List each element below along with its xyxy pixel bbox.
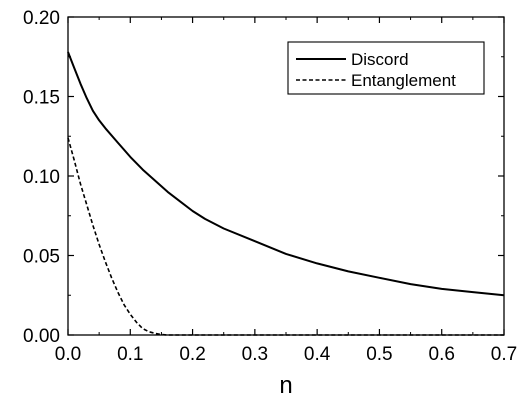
legend-label-discord: Discord bbox=[351, 50, 409, 69]
y-tick-label: 0.10 bbox=[23, 167, 60, 188]
x-tick-label: 0.4 bbox=[304, 344, 331, 365]
series-line-entanglement bbox=[67, 137, 504, 336]
y-tick-label: 0.15 bbox=[23, 88, 60, 109]
x-tick-label: 0.0 bbox=[55, 344, 81, 365]
x-axis-title: n bbox=[279, 372, 292, 399]
legend-label-entanglement: Entanglement bbox=[351, 71, 456, 90]
x-tick-label: 0.5 bbox=[366, 344, 392, 365]
series-line-discord bbox=[67, 51, 505, 297]
x-tick-label: 0.3 bbox=[242, 344, 268, 365]
y-tick-label: 0.00 bbox=[23, 326, 60, 347]
x-tick-label: 0.2 bbox=[179, 344, 205, 365]
legend-box bbox=[287, 41, 485, 95]
y-tick-label: 0.20 bbox=[23, 8, 60, 29]
legend: Discord Entanglement bbox=[287, 41, 485, 95]
x-tick-label: 0.1 bbox=[117, 344, 143, 365]
ticks bbox=[67, 16, 505, 336]
y-tick-label: 0.05 bbox=[23, 247, 60, 268]
x-tick-label: 0.6 bbox=[429, 344, 455, 365]
tick-labels: 0.0 0.1 0.2 0.3 0.4 0.5 0.6 0.7 0.00 0.05 0.10 0.15… bbox=[23, 8, 517, 365]
x-tick-label: 0.7 bbox=[491, 344, 517, 365]
